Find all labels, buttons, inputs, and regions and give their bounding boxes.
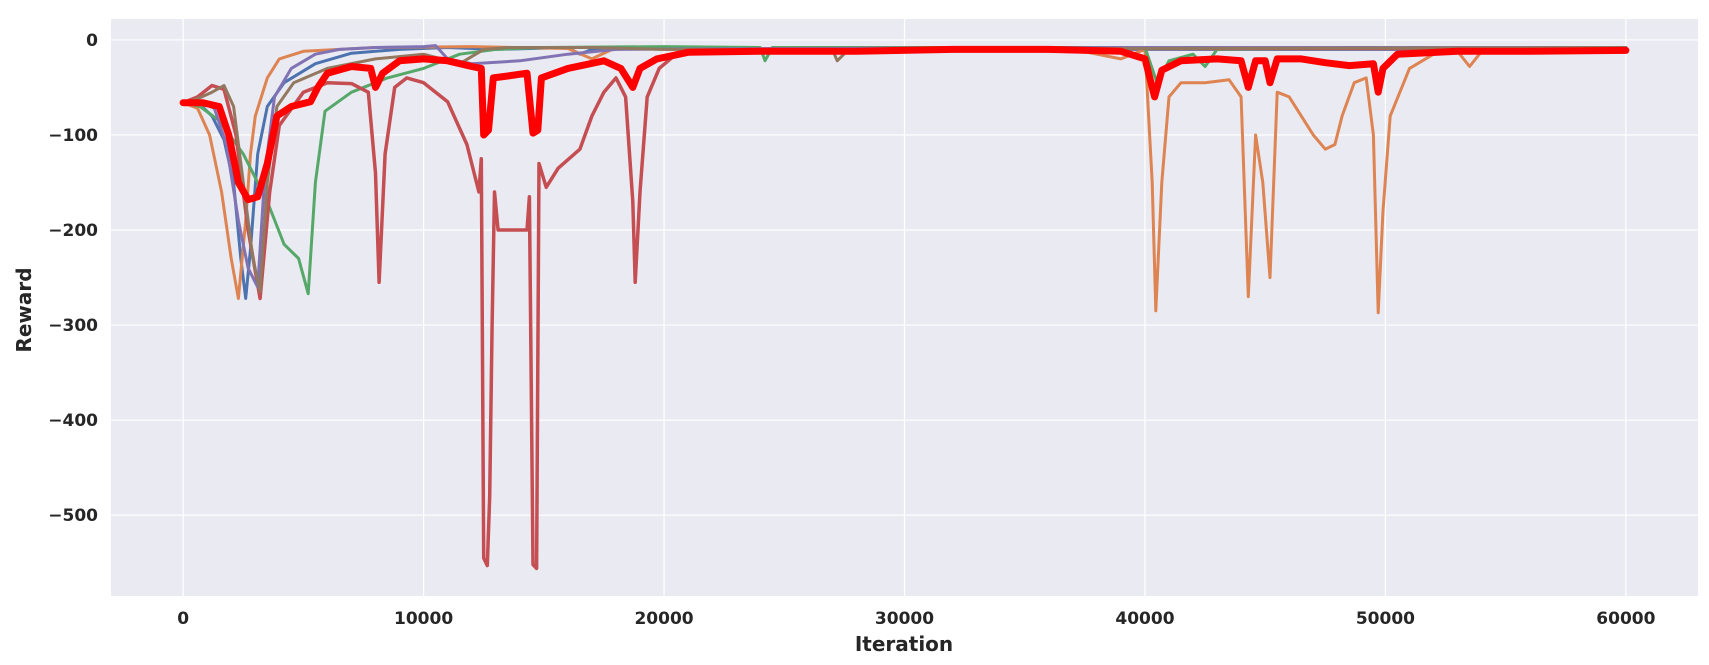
series-line-2 <box>181 45 1628 315</box>
y-tick-labels: 0 −100 −200 −300 −400 −500 <box>48 31 98 526</box>
y-tick-label: −200 <box>48 221 98 241</box>
y-tick-label: −400 <box>48 411 98 431</box>
y-tick-label: −500 <box>48 506 98 526</box>
grid <box>111 19 1698 596</box>
x-tick-label: 20000 <box>634 609 693 629</box>
x-tick-label: 40000 <box>1115 609 1174 629</box>
x-tick-label: 30000 <box>875 609 934 629</box>
y-axis-label: Reward <box>12 267 36 352</box>
series-line-5 <box>181 44 1628 289</box>
series-line-7 <box>179 45 1630 204</box>
series-line-6 <box>181 46 1628 294</box>
series-lines <box>179 44 1630 571</box>
x-axis-label: Iteration <box>855 632 953 656</box>
y-tick-label: −300 <box>48 316 98 336</box>
x-tick-labels: 0 10000 20000 30000 40000 50000 60000 <box>177 609 1655 629</box>
series-line-4 <box>181 46 1628 571</box>
x-tick-label: 60000 <box>1596 609 1655 629</box>
y-tick-label: −100 <box>48 126 98 146</box>
x-tick-label: 0 <box>177 609 189 629</box>
x-tick-label: 10000 <box>394 609 453 629</box>
x-tick-label: 50000 <box>1356 609 1415 629</box>
y-tick-label: 0 <box>86 31 98 51</box>
